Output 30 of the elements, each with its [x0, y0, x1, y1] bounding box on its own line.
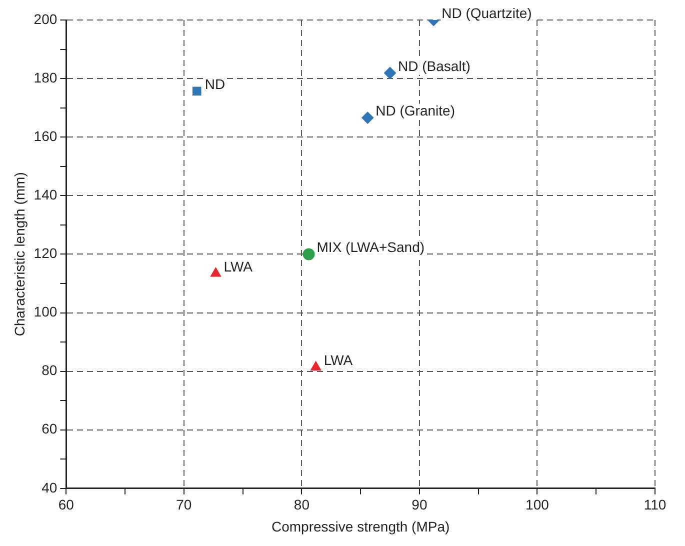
- x-tick-label: 110: [644, 496, 666, 513]
- x-tick-label: 70: [176, 496, 192, 513]
- y-tick-label: 160: [34, 128, 58, 144]
- point: [384, 66, 396, 79]
- x-axis-title: Compressive strength (MPa): [271, 518, 450, 534]
- y-tick-label: 200: [34, 10, 58, 27]
- y-tick-label: 40: [42, 479, 58, 496]
- x-tick-label: 80: [294, 496, 310, 513]
- annotation: LWA: [224, 258, 254, 274]
- y-tick-label: 80: [42, 362, 58, 378]
- point: [362, 112, 374, 124]
- y-tick-label: 60: [42, 420, 58, 437]
- point: [302, 248, 315, 260]
- y-tick-label: 180: [34, 69, 58, 86]
- point: [310, 361, 322, 370]
- point: [192, 86, 202, 96]
- x-tick-label: 90: [412, 496, 428, 513]
- annotation: LWA: [324, 352, 354, 368]
- annotation: ND (Quartzite): [442, 4, 532, 21]
- y-tick-label: 100: [34, 304, 58, 320]
- y-axis-title: Characteristic length (mm): [11, 172, 28, 336]
- x-tick-label: 100: [526, 496, 550, 513]
- annotation: ND (Granite): [376, 102, 456, 119]
- x-tick-label: 60: [58, 496, 74, 513]
- point: [210, 268, 221, 277]
- annotation: ND (Basalt): [398, 58, 470, 74]
- annotation: MIX (LWA+Sand): [316, 239, 425, 256]
- y-tick-label: 120: [34, 245, 58, 262]
- annotation: ND: [204, 76, 226, 92]
- y-tick-label: 140: [34, 186, 58, 203]
